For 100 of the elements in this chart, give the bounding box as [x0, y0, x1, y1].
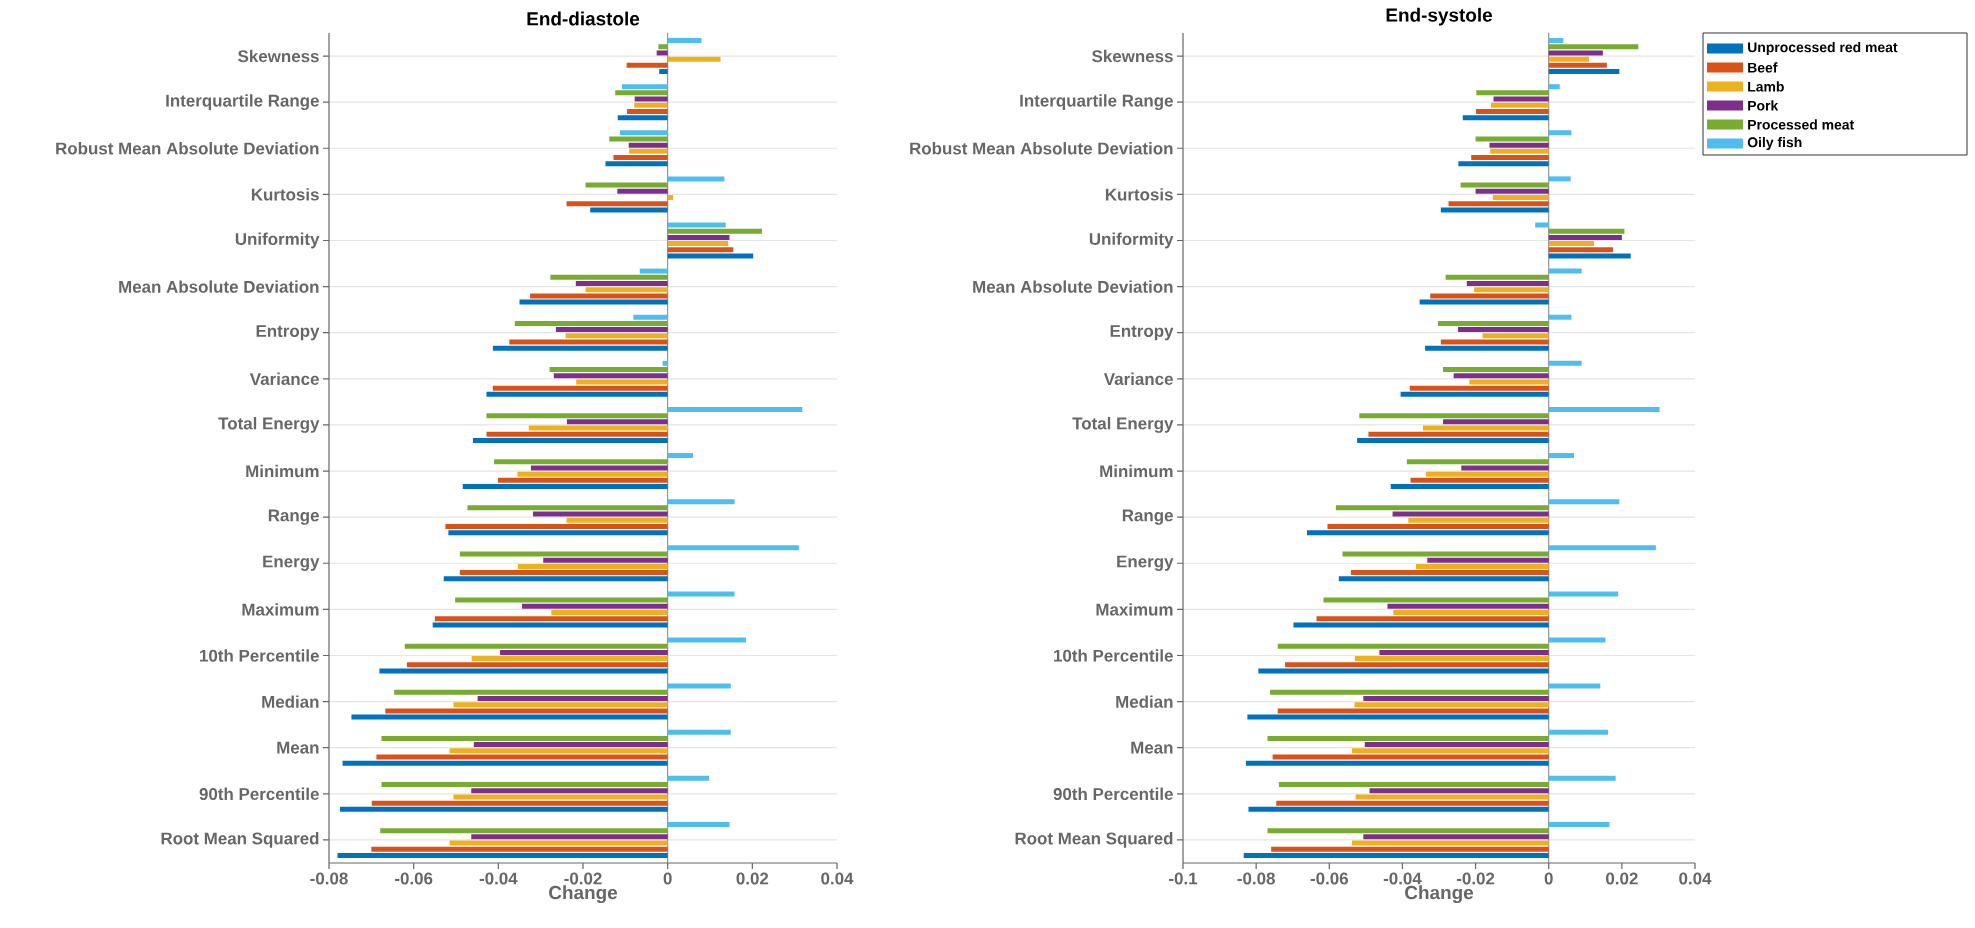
y-tick-label: Root Mean Squared	[161, 832, 319, 848]
bar	[1277, 708, 1549, 714]
bar	[1267, 828, 1549, 834]
bar	[1270, 689, 1549, 695]
bar	[590, 207, 668, 213]
bar	[1258, 668, 1549, 674]
bar	[1354, 656, 1549, 662]
x-tick-label: 0.04	[821, 872, 854, 885]
y-tick-label: Robust Mean Absolute Deviation	[56, 142, 319, 155]
x-tick-label: -0.02	[1456, 872, 1495, 885]
bar	[376, 754, 668, 760]
y-tick-label: Skewness	[238, 49, 319, 63]
bar	[455, 597, 668, 603]
bar	[628, 142, 668, 148]
y-tick-label: Energy	[263, 555, 320, 571]
x-tick-label: -0.08	[310, 872, 348, 885]
x-tick-label: -0.04	[1383, 872, 1422, 885]
bar	[667, 453, 694, 459]
y-tick-label: 90th Percentile	[199, 787, 319, 801]
y-tick-label: Uniformity	[1089, 232, 1174, 249]
bar	[445, 523, 668, 529]
bar	[459, 570, 668, 576]
bar	[1285, 662, 1549, 668]
bar	[1393, 609, 1549, 615]
bar	[1409, 385, 1549, 391]
bar	[519, 299, 668, 305]
chart-title: End-systole	[1386, 7, 1493, 26]
bar	[1277, 643, 1549, 649]
bar	[549, 367, 668, 373]
bar	[566, 517, 668, 523]
bar	[667, 228, 763, 234]
bar	[477, 696, 668, 702]
legend-label: Lamb	[1748, 81, 1784, 92]
bar	[1548, 44, 1639, 50]
bar	[667, 253, 754, 259]
bar	[371, 800, 668, 806]
bar	[385, 708, 668, 714]
bar	[449, 840, 668, 846]
bar	[1410, 477, 1549, 483]
bar	[1458, 327, 1549, 333]
bar	[1278, 782, 1549, 788]
bar	[617, 188, 668, 194]
bar	[1350, 570, 1549, 576]
bar	[1359, 413, 1549, 419]
bar	[1462, 115, 1549, 121]
bar	[434, 616, 668, 622]
bar	[500, 649, 668, 655]
bar	[551, 609, 668, 615]
bar	[621, 84, 668, 90]
bar	[1425, 345, 1549, 351]
bar	[555, 327, 668, 333]
y-tick-label: Total Energy	[218, 417, 320, 433]
x-axis-title: Change	[1405, 885, 1474, 904]
bar	[1369, 788, 1549, 794]
bar	[1248, 806, 1549, 812]
y-tick-label: 90th Percentile	[1053, 787, 1173, 801]
bar	[1267, 735, 1549, 741]
bar	[1453, 373, 1549, 379]
bar	[1548, 637, 1606, 643]
bar	[1342, 551, 1549, 557]
bar	[1548, 69, 1620, 75]
bar	[404, 643, 668, 649]
bar	[1448, 201, 1549, 207]
y-tick-label: Maximum	[1096, 603, 1173, 616]
bar	[453, 794, 668, 800]
bar	[659, 69, 668, 75]
y-tick-label: Mean Absolute Deviation	[973, 280, 1173, 293]
bar	[1548, 821, 1610, 827]
bar	[1351, 840, 1549, 846]
x-tick-label: -0.02	[564, 872, 602, 885]
x-tick-label: 0.02	[1606, 872, 1638, 885]
bar	[509, 339, 668, 345]
bar	[658, 44, 668, 50]
bar	[634, 102, 668, 108]
bar	[619, 130, 668, 136]
bar	[1392, 511, 1549, 517]
bar	[1548, 234, 1622, 240]
bar	[381, 782, 668, 788]
bar	[517, 563, 668, 569]
bar	[626, 62, 668, 68]
bar	[667, 729, 731, 735]
bar	[1355, 794, 1549, 800]
legend-label: Oily fish	[1747, 136, 1802, 150]
bar	[1548, 84, 1560, 90]
bar	[1475, 108, 1549, 114]
bar	[662, 360, 668, 366]
x-tick-label: 0.04	[1679, 872, 1712, 885]
bar	[1476, 90, 1549, 96]
bar	[459, 551, 668, 557]
y-tick-label: Total Energy	[1072, 417, 1174, 433]
bar	[471, 834, 668, 840]
bar	[337, 852, 668, 858]
legend-label: Processed meat	[1748, 119, 1855, 130]
y-tick-label: Median	[262, 695, 319, 708]
bar	[1548, 50, 1603, 56]
bar	[528, 425, 668, 431]
bar	[1357, 437, 1549, 443]
bar	[1293, 622, 1549, 628]
bar	[1490, 148, 1549, 154]
bar	[1548, 453, 1574, 459]
